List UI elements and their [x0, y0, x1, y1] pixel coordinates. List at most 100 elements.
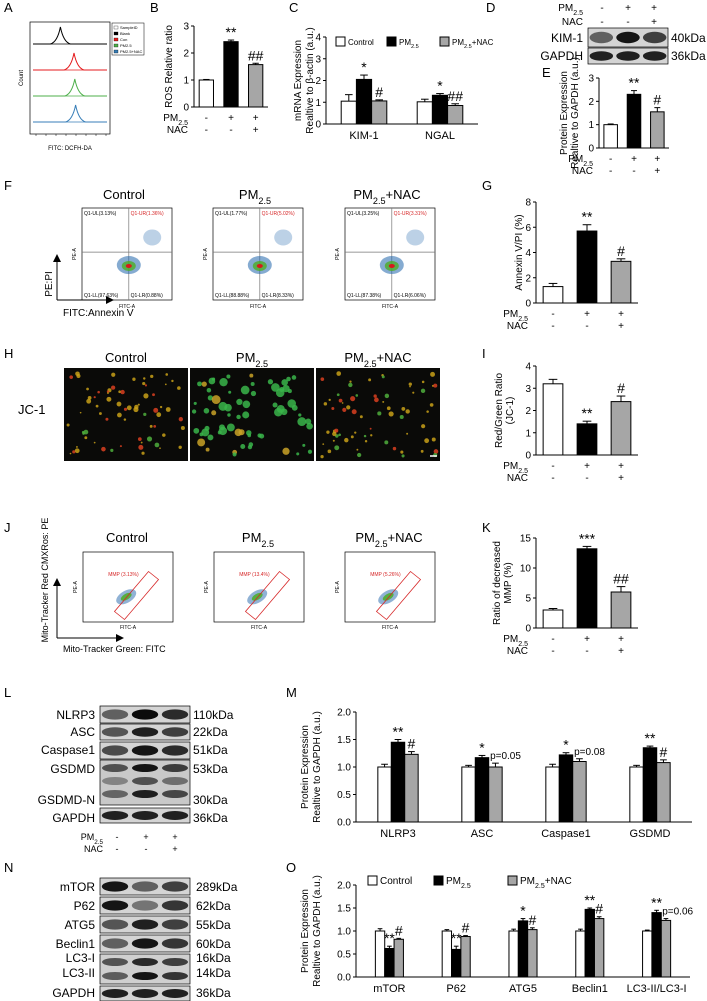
blot-lane [131, 900, 159, 911]
band-kda: 40kDa [671, 31, 706, 45]
pm-sign: + [618, 634, 624, 645]
significance-mark: ** [645, 730, 656, 746]
fluorescent-cell [226, 423, 235, 432]
significance-mark: * [479, 739, 485, 755]
fluorescent-cell [75, 371, 80, 377]
blot-lane [616, 31, 640, 44]
y-tick-label: 1 [588, 120, 594, 131]
quadrant-label: Q1-LL(88.88%) [215, 293, 250, 299]
fluorescent-cell [338, 433, 341, 437]
nac-row-label: NAC [84, 844, 104, 854]
significance-mark: ** [226, 24, 237, 40]
fluorescent-cell [144, 384, 148, 387]
label-part: Control [103, 187, 145, 202]
bar [393, 938, 404, 978]
fluorescent-cell [143, 412, 147, 417]
cell-population [143, 229, 162, 246]
pm-sign: - [551, 634, 554, 645]
fluorescent-cell [302, 443, 306, 447]
band-name: mTOR [60, 880, 95, 894]
image-background [64, 368, 188, 461]
significance-mark: ** [582, 405, 593, 421]
fluorescent-cell [177, 386, 181, 390]
axis-label: PE-A [72, 248, 78, 260]
fluorescent-cell [116, 401, 122, 407]
legend-label: Control [348, 38, 374, 47]
label-part: 2.5 [261, 539, 274, 549]
fluorescent-cell [307, 449, 313, 454]
bar-pm2-5-nac [650, 111, 665, 149]
fluorescent-cell [401, 407, 406, 411]
label-part: PM [81, 832, 95, 842]
fluorescent-cell [426, 410, 429, 413]
blot-lane [132, 764, 158, 772]
blot-lane [101, 709, 129, 720]
blot-lane [161, 745, 189, 756]
bar [474, 757, 490, 823]
blot-lane [161, 989, 189, 998]
nac-row-label: NAC [167, 125, 188, 136]
plot-frame [212, 207, 304, 301]
fluorescent-cell [159, 405, 163, 409]
bar-pm2-5-nac [610, 591, 632, 629]
pm-row-label: PM2.5 [568, 154, 593, 168]
quadrant-label: Q1-UL(1.77%) [215, 211, 248, 217]
band-name: ATG5 [65, 918, 96, 932]
significance-mark: *** [579, 530, 596, 546]
fluorescent-cell [279, 386, 285, 393]
y-tick-label: 1.0 [337, 763, 351, 774]
gate-label: MMP (3.13%) [108, 572, 139, 578]
significance-mark: # [395, 922, 403, 938]
fluorescence-image [64, 368, 188, 461]
x-tick-label: ASC [471, 828, 494, 840]
fluorescent-cell [267, 379, 274, 385]
significance-mark: # [408, 736, 416, 752]
image-title: PM2.5 [236, 350, 268, 369]
label-part: +NAC [377, 350, 412, 365]
axis-label: FITC-A [382, 625, 399, 631]
x-axis-label: FITC: DCFH-DA [48, 146, 92, 152]
blot-lane [162, 972, 188, 980]
fluorescent-cell [197, 381, 202, 387]
legend-label: PM2.5+NAC [452, 38, 494, 50]
blot-lane [132, 790, 158, 798]
cell-population-peak [388, 263, 395, 268]
fluorescent-cell [420, 449, 424, 453]
legend-label: Control [380, 876, 412, 887]
pm-sign: - [600, 3, 603, 14]
band-kda: 36kDa [671, 49, 706, 63]
fluorescent-cell [153, 425, 157, 428]
blot-lane [642, 31, 667, 44]
fluorescent-cell [93, 441, 96, 444]
x-tick-label: mTOR [373, 983, 405, 995]
band-name: Beclin1 [56, 937, 96, 951]
label-part: PM [503, 309, 518, 320]
fluorescent-cell [354, 431, 357, 434]
y-axis-label: Annexin V/PI (%) [514, 214, 525, 290]
y-tick-label: 0 [315, 120, 321, 131]
fluorescent-cell [118, 390, 122, 394]
label-part: PM [446, 876, 461, 887]
fluorescent-cell [257, 433, 262, 438]
quadrant-label: Q1-UR(3.31%) [394, 211, 427, 217]
fluorescent-cell [203, 408, 210, 414]
y-tick-label: 0 [183, 103, 189, 114]
blot-lane [131, 709, 159, 720]
significance-mark: * [437, 78, 443, 94]
panel-letter-A: A [4, 0, 13, 15]
pm-row-label: PM2.5 [163, 113, 188, 127]
western-blot-band [99, 953, 191, 985]
band-name: GAPDH [540, 49, 583, 63]
y-tick-label: 1.0 [337, 927, 351, 938]
fluorescent-cell [246, 430, 252, 436]
y-tick-label: 4 [525, 362, 531, 373]
fluorescent-cell [334, 428, 339, 433]
label-part: PM [239, 187, 259, 202]
significance-mark: ** [582, 209, 593, 225]
fluorescent-cell [355, 394, 359, 397]
western-blot-band [99, 896, 191, 915]
significance-mark: p=0.06 [662, 907, 693, 918]
fluorescent-cell [123, 418, 127, 421]
